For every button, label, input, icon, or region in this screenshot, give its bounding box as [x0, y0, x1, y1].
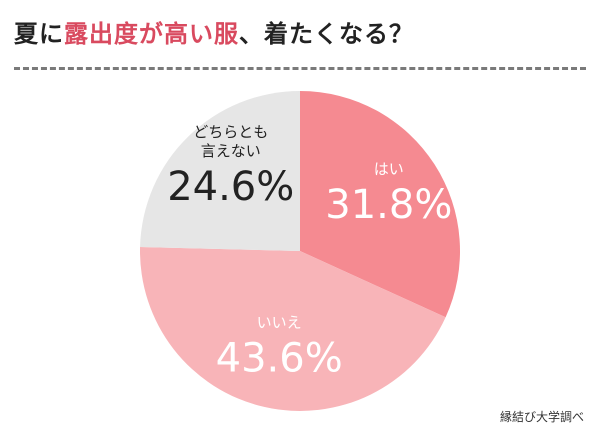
title-prefix: 夏に — [14, 20, 64, 48]
chart-title: 夏に露出度が高い服、着たくなる？ — [14, 14, 414, 49]
slice-label-hai: はい — [374, 160, 404, 178]
source-note: 縁結び大学調べ — [499, 410, 584, 424]
pie-slice-hai — [300, 91, 460, 318]
slice-value-hai: 31.8% — [325, 182, 452, 228]
title-suffix: 、着たくなる？ — [239, 20, 414, 48]
pie-slice-dochira — [140, 91, 300, 251]
slice-value-dochira: 24.6% — [167, 164, 294, 210]
slice-label-dochira: どちらとも — [193, 123, 268, 141]
slice-label-iie: いいえ — [257, 313, 302, 331]
pie-slice-iie — [140, 246, 446, 411]
title-divider — [14, 67, 586, 70]
slice-label-dochira: 言えない — [201, 142, 261, 160]
slice-value-iie: 43.6% — [216, 335, 343, 381]
title-highlight: 露出度が高い服 — [64, 20, 239, 48]
